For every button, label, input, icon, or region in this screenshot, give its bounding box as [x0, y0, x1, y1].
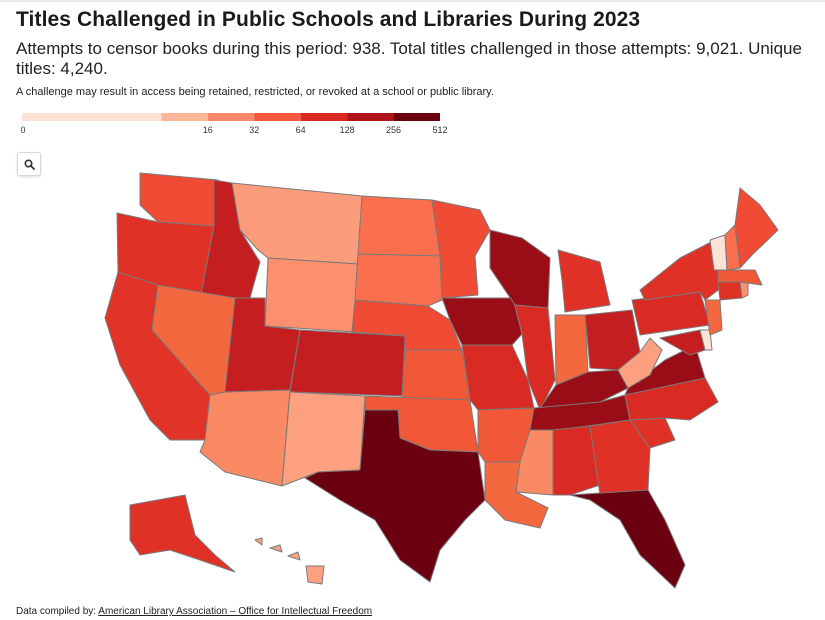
legend-bin: [22, 113, 162, 121]
state-WA[interactable]: [139, 172, 219, 227]
magnifier-icon: [23, 158, 35, 170]
state-NJ[interactable]: [704, 299, 723, 336]
source-link[interactable]: American Library Association – Office fo…: [98, 606, 373, 617]
chart-subtitle: Attempts to censor books during this per…: [16, 39, 802, 78]
legend-tick-label: 16: [203, 125, 213, 135]
state-GA[interactable]: [589, 419, 651, 496]
state-CO[interactable]: [289, 329, 406, 397]
state-MD[interactable]: [659, 329, 706, 356]
legend-bin: [347, 113, 394, 121]
legend-bin: [393, 113, 440, 121]
color-legend: 0 16 32 64 128 256 512: [20, 113, 448, 135]
chart-note: A challenge may result in access being r…: [16, 86, 494, 98]
state-MA[interactable]: [717, 269, 763, 286]
us-choropleth-map: [104, 172, 779, 589]
state-WI[interactable]: [489, 229, 551, 309]
legend-bin: [161, 113, 208, 121]
top-divider: [0, 0, 825, 2]
state-ND[interactable]: [357, 195, 441, 257]
state-MO[interactable]: [461, 344, 535, 411]
state-AZ[interactable]: [199, 389, 291, 487]
state-NY[interactable]: [639, 239, 726, 301]
footer-label: Data compiled by:: [16, 606, 97, 617]
legend-tick-label: 512: [432, 125, 447, 135]
legend-bin: [207, 113, 255, 121]
legend-tick-label: 256: [386, 125, 401, 135]
legend-bin: [300, 113, 348, 121]
state-TX[interactable]: [304, 409, 486, 583]
state-CT[interactable]: [717, 281, 743, 301]
state-RI[interactable]: [739, 281, 749, 299]
state-FL[interactable]: [569, 489, 686, 589]
footer-credit: Data compiled by: American Library Assoc…: [16, 606, 372, 617]
state-WV[interactable]: [617, 337, 663, 389]
state-ME[interactable]: [734, 187, 779, 269]
state-MN[interactable]: [431, 199, 491, 299]
state-MI[interactable]: [557, 249, 611, 313]
state-VA[interactable]: [624, 344, 706, 396]
state-HI[interactable]: [254, 537, 325, 585]
legend-tick-label: 0: [20, 125, 25, 135]
chart-title: Titles Challenged in Public Schools and …: [16, 8, 641, 31]
legend-tick-label: 128: [340, 125, 355, 135]
state-AK[interactable]: [129, 494, 236, 573]
legend-tick-label: 64: [296, 125, 306, 135]
state-KS[interactable]: [401, 349, 471, 401]
state-SD[interactable]: [354, 253, 443, 307]
state-DE[interactable]: [699, 329, 713, 351]
state-WY[interactable]: [264, 257, 359, 333]
legend-bin: [254, 113, 301, 121]
search-button[interactable]: [17, 152, 41, 176]
legend-tick-label: 32: [249, 125, 259, 135]
state-AL[interactable]: [552, 425, 601, 496]
